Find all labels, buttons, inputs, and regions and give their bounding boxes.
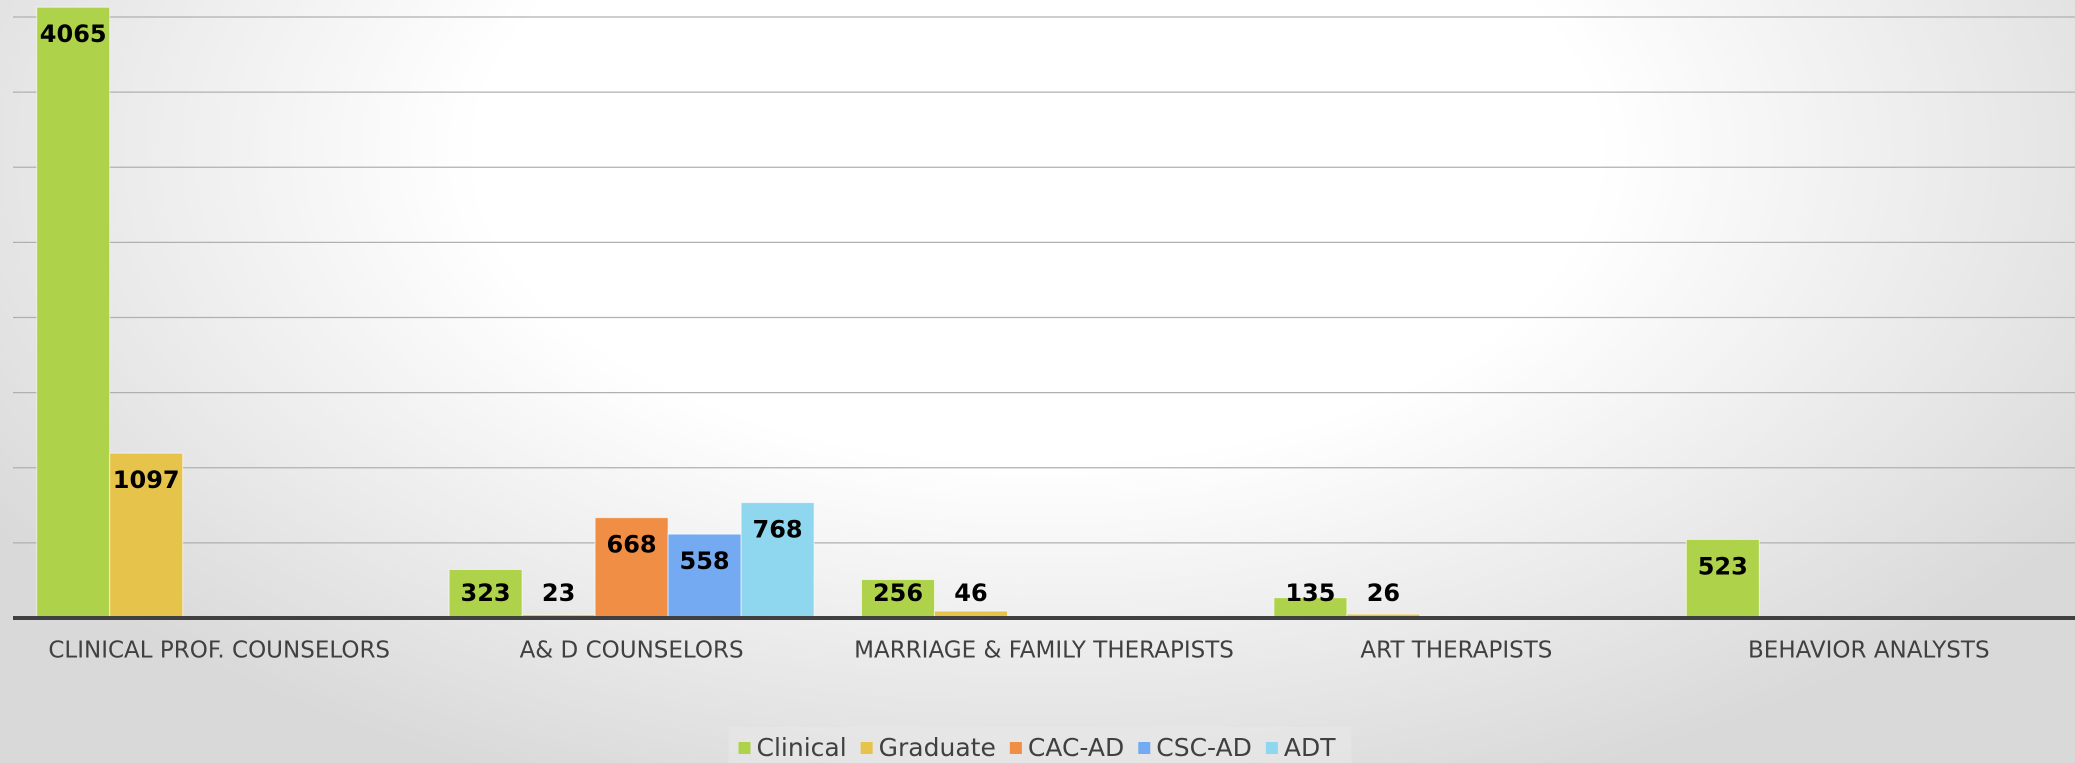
legend-label: CAC-AD <box>1028 733 1124 762</box>
bar <box>1685 538 1760 619</box>
data-label: 768 <box>753 516 803 544</box>
legend-swatch <box>738 742 751 754</box>
data-label: 323 <box>461 579 511 607</box>
x-tick-label: A& D COUNSELORS <box>520 638 744 664</box>
data-label: 558 <box>680 547 730 575</box>
legend-label: ADT <box>1284 733 1336 762</box>
data-label: 1097 <box>113 466 180 494</box>
data-label: 135 <box>1285 579 1335 607</box>
x-tick-label: BEHAVIOR ANALYSTS <box>1748 638 1990 664</box>
legend-label: CSC-AD <box>1156 733 1252 762</box>
legend-label: Clinical <box>757 733 847 762</box>
data-label: 4065 <box>40 20 107 48</box>
bar <box>667 533 742 619</box>
data-label: 23 <box>542 579 575 607</box>
legend: Clinical Graduate CAC-AD CSC-AD ADT <box>728 727 1352 763</box>
x-tick-label: CLINICAL PROF. COUNSELORS <box>48 638 390 664</box>
legend-box <box>728 727 1352 763</box>
legend-swatch <box>860 742 873 754</box>
x-tick-label: ART THERAPISTS <box>1360 638 1552 664</box>
legend-swatch <box>1265 742 1278 754</box>
x-tick-label: MARRIAGE & FAMILY THERAPISTS <box>854 638 1234 664</box>
bar <box>36 6 111 619</box>
bar <box>740 502 815 619</box>
legend-swatch <box>1138 742 1151 754</box>
data-label: 26 <box>1367 579 1400 607</box>
legend-label: Graduate <box>879 733 996 762</box>
legend-swatch <box>1009 742 1022 754</box>
bar <box>109 452 184 619</box>
data-label: 256 <box>873 579 923 607</box>
data-label: 523 <box>1698 552 1748 580</box>
data-label: 668 <box>607 531 657 559</box>
data-label: 46 <box>954 579 987 607</box>
